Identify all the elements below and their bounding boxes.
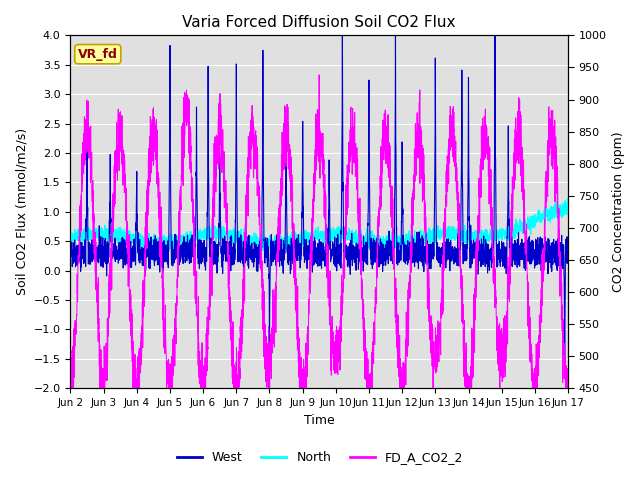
Title: Varia Forced Diffusion Soil CO2 Flux: Varia Forced Diffusion Soil CO2 Flux xyxy=(182,15,456,30)
Text: VR_fd: VR_fd xyxy=(78,48,118,60)
Legend: West, North, FD_A_CO2_2: West, North, FD_A_CO2_2 xyxy=(172,446,468,469)
X-axis label: Time: Time xyxy=(304,414,335,427)
Y-axis label: Soil CO2 Flux (mmol/m2/s): Soil CO2 Flux (mmol/m2/s) xyxy=(15,128,28,295)
Y-axis label: CO2 Concentration (ppm): CO2 Concentration (ppm) xyxy=(612,132,625,292)
